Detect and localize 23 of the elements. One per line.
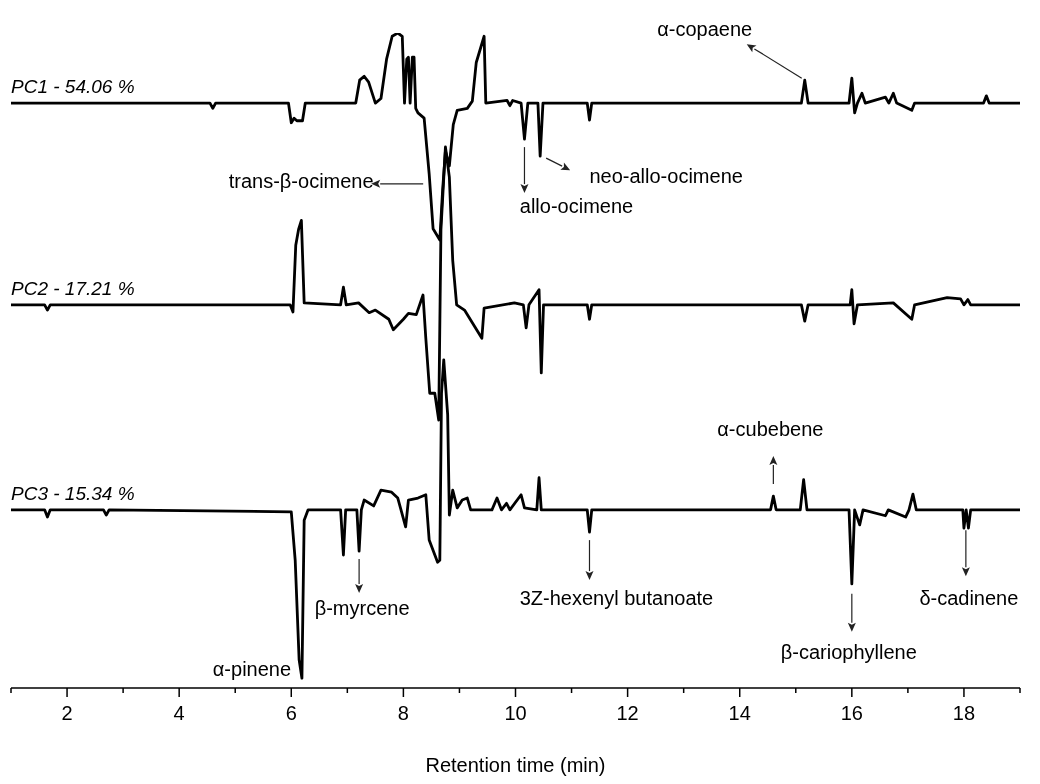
x-tick-label: 12 <box>616 702 639 724</box>
x-axis-title: Retention time (min) <box>425 754 606 776</box>
series-label: PC3 - 15.34 % <box>11 482 135 504</box>
x-tick-label: 14 <box>728 702 751 724</box>
annotation: δ-cadinene <box>919 587 1019 610</box>
series-label: PC2 - 17.21 % <box>11 277 135 299</box>
annotation: allo-ocimene <box>519 195 634 218</box>
x-tick-label: 4 <box>173 702 185 724</box>
x-tick-label: 2 <box>61 702 73 724</box>
annotation: α-copaene <box>657 18 753 41</box>
annotation: 3Z-hexenyl butanoate <box>519 587 714 610</box>
x-tick-label: 18 <box>952 702 976 724</box>
x-tick-label: 16 <box>840 702 863 724</box>
annotation: β-myrcene <box>314 597 410 620</box>
annotation: α-pinene <box>212 658 292 681</box>
series-label: PC1 - 54.06 % <box>11 76 135 98</box>
x-tick-label: 6 <box>285 702 297 724</box>
annotation: β-cariophyllene <box>780 640 917 663</box>
x-tick-label: 10 <box>504 702 527 724</box>
x-tick-label: 8 <box>397 702 409 724</box>
annotation: trans-β-ocimene <box>228 169 374 192</box>
annotation: neo-allo-ocimene <box>589 165 743 188</box>
annotation: α-cubebene <box>717 418 824 441</box>
